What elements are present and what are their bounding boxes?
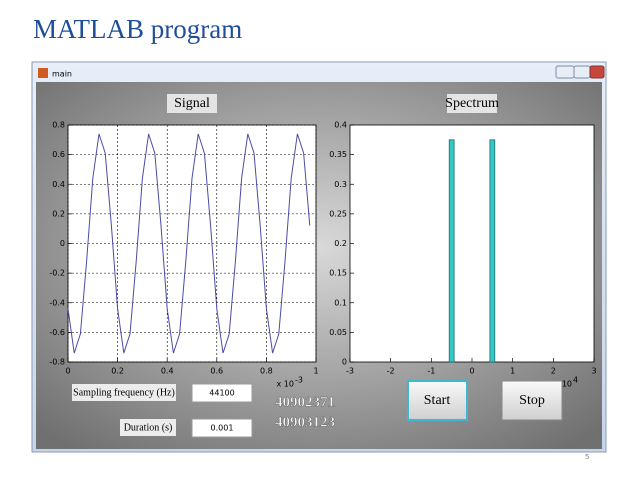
y-tick-label: -0.6 xyxy=(49,328,65,337)
y-tick-label: -0.2 xyxy=(49,269,65,278)
x-tick-label: 0.8 xyxy=(260,367,273,376)
x-tick-label: -2 xyxy=(387,367,395,376)
y-tick-label: 0.2 xyxy=(52,209,65,218)
y-tick-label: -0.4 xyxy=(49,298,65,307)
x-tick-label: 0 xyxy=(65,367,70,376)
title-box xyxy=(447,94,497,113)
x-tick-label: 0.6 xyxy=(210,367,223,376)
duration-input[interactable] xyxy=(191,418,253,438)
minimize-button[interactable] xyxy=(555,65,575,79)
x-tick-label: -1 xyxy=(427,367,435,376)
readout: 40902371 xyxy=(275,394,335,410)
x-tick-label: 1 xyxy=(313,367,318,376)
y-tick-label: 0.8 xyxy=(52,121,65,130)
sampling-label: Sampling frequency (Hz) xyxy=(73,387,175,398)
y-tick-label: 0 xyxy=(342,358,347,367)
x-tick-label: 0 xyxy=(469,367,474,376)
x-tick-label: 1 xyxy=(510,367,515,376)
y-tick-label: -0.8 xyxy=(49,358,65,367)
x-tick-label: -3 xyxy=(346,367,354,376)
chart-title: Spectrum xyxy=(445,96,499,111)
x-tick-label: 2 xyxy=(551,367,556,376)
y-tick-label: 0.25 xyxy=(329,209,347,218)
x-multiplier-exponent: -3 xyxy=(295,376,303,385)
plot-area xyxy=(349,124,595,363)
start-button[interactable] xyxy=(407,380,468,421)
stop-button[interactable] xyxy=(501,380,563,421)
y-tick-label: 0.35 xyxy=(329,150,347,159)
axes: Signal -0.8 -0.6 -0.4 -0.2 0 0.2 0.4 0.6 0.8 0 0.2 0… xyxy=(49,94,319,389)
app-icon xyxy=(38,68,48,78)
title-box xyxy=(167,94,217,113)
label-box xyxy=(72,384,176,401)
y-tick-label: 0.4 xyxy=(52,180,65,189)
page-number: 5 xyxy=(585,453,589,461)
duration-value: 0.001 xyxy=(211,424,234,433)
y-tick-label: 0 xyxy=(60,239,65,248)
bar xyxy=(448,139,455,363)
sampling-input[interactable] xyxy=(191,383,253,403)
x-multiplier: x 10 xyxy=(555,380,572,389)
stop-label: Stop xyxy=(519,393,545,408)
close-button[interactable] xyxy=(589,65,605,79)
y-tick-label: 0.15 xyxy=(329,269,347,278)
x-multiplier-exponent: 4 xyxy=(573,376,578,385)
charts: Signal -0.8 -0.6 -0.4 -0.2 0 0.2 0.4 0.6 0.8 0 0.2 0… xyxy=(49,94,597,389)
bar xyxy=(489,139,496,363)
x-tick-label: 3 xyxy=(591,367,596,376)
chart-title: Signal xyxy=(174,96,210,111)
window-title: main xyxy=(52,70,72,79)
readout: 40903123 xyxy=(275,414,335,430)
start-label: Start xyxy=(424,393,451,408)
maximize-button[interactable] xyxy=(573,65,591,79)
x-tick-label: 0.2 xyxy=(111,367,124,376)
x-multiplier: x 10 xyxy=(277,380,294,389)
signal-line xyxy=(67,133,311,354)
duration-label: Duration (s) xyxy=(124,422,173,433)
y-tick-label: 0.05 xyxy=(329,328,347,337)
slide-title: MATLAB program xyxy=(33,14,242,44)
label-box xyxy=(120,419,176,436)
controls: Sampling frequency (Hz) 44100 Duration (… xyxy=(72,380,563,438)
y-tick-label: 0.4 xyxy=(334,121,347,130)
y-tick-label: 0.2 xyxy=(334,239,347,248)
y-tick-label: 0.6 xyxy=(52,150,65,159)
y-tick-label: 0.3 xyxy=(334,180,347,189)
axes: Spectrum 0 0.05 0.1 0.15 0.2 0.25 0.3 0.35 0.4 -3 -… xyxy=(329,94,597,389)
y-tick-label: 0.1 xyxy=(334,298,347,307)
x-tick-label: 0.4 xyxy=(161,367,174,376)
sampling-value: 44100 xyxy=(209,389,234,398)
